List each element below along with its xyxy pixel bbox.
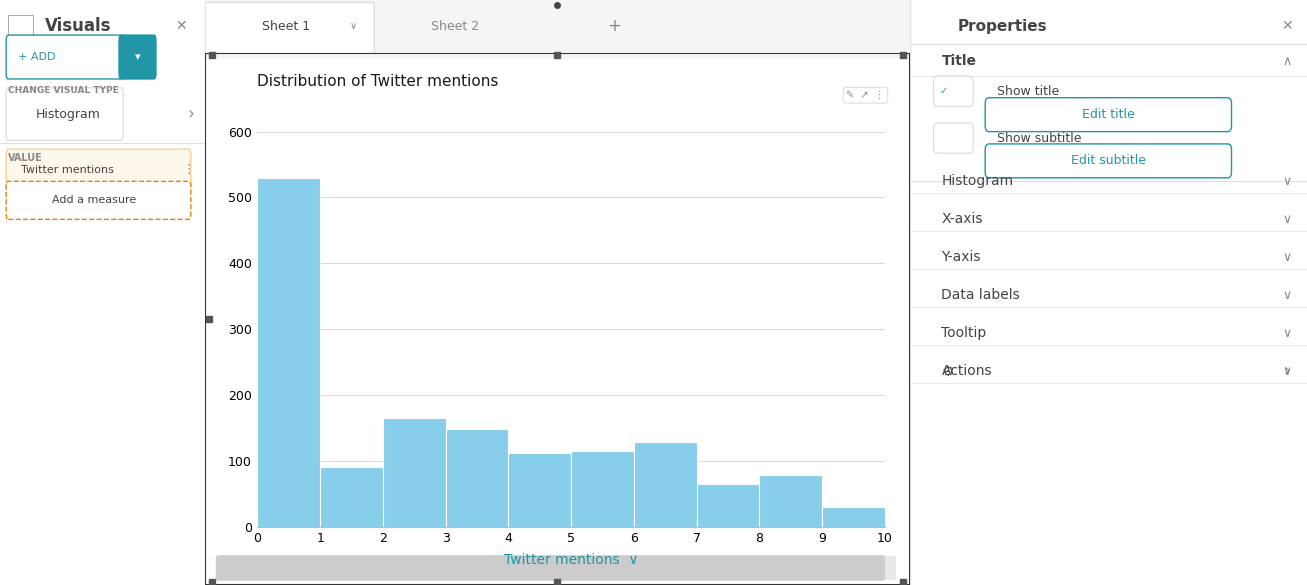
Text: +: + (606, 18, 621, 35)
Bar (8, 15, 33, 44)
Bar (320, 467, 383, 526)
Bar (697, 484, 759, 526)
X-axis label: Twitter mentions  ∨: Twitter mentions ∨ (505, 553, 638, 567)
Text: ∧: ∧ (1282, 55, 1291, 68)
FancyBboxPatch shape (985, 144, 1231, 178)
Text: Twitter mentions: Twitter mentions (21, 164, 114, 175)
Text: ∨: ∨ (1282, 175, 1291, 188)
FancyBboxPatch shape (985, 98, 1231, 132)
Text: ∨: ∨ (1282, 251, 1291, 264)
Text: Sheet 2: Sheet 2 (430, 20, 478, 33)
Text: CHANGE VISUAL TYPE: CHANGE VISUAL TYPE (8, 86, 119, 95)
Text: Histogram: Histogram (941, 174, 1014, 188)
Text: Show subtitle: Show subtitle (997, 132, 1082, 144)
Text: Edit subtitle: Edit subtitle (1070, 154, 1146, 167)
Text: ▾: ▾ (135, 51, 140, 62)
Text: ›: › (1283, 363, 1290, 380)
Text: ✎  ↗  ⋮: ✎ ↗ ⋮ (846, 90, 885, 100)
Bar (220, 556, 895, 580)
Text: VALUE: VALUE (8, 153, 43, 163)
Bar (383, 418, 446, 526)
Text: Sheet 1: Sheet 1 (261, 20, 310, 33)
Text: ✕: ✕ (175, 19, 187, 33)
Text: ∨: ∨ (349, 21, 357, 32)
Text: Show title: Show title (997, 85, 1060, 98)
Text: ✕: ✕ (1281, 19, 1293, 33)
Text: Visuals: Visuals (46, 18, 111, 35)
FancyBboxPatch shape (216, 555, 885, 581)
Text: Histogram: Histogram (35, 108, 101, 121)
Text: Distribution of Twitter mentions: Distribution of Twitter mentions (257, 74, 499, 89)
Text: Y-axis: Y-axis (941, 250, 982, 264)
Text: + ADD: + ADD (18, 51, 56, 62)
Text: ∨: ∨ (1282, 365, 1291, 378)
Text: ⋮: ⋮ (183, 163, 195, 176)
FancyBboxPatch shape (933, 76, 974, 106)
Bar (822, 507, 885, 526)
Text: ∨: ∨ (1282, 327, 1291, 340)
Text: Title: Title (941, 54, 976, 68)
Bar (446, 429, 508, 526)
FancyBboxPatch shape (205, 2, 374, 53)
Text: Tooltip: Tooltip (941, 326, 987, 340)
Bar (571, 451, 634, 526)
FancyBboxPatch shape (7, 181, 191, 219)
FancyBboxPatch shape (119, 35, 156, 79)
Text: ✓: ✓ (940, 86, 948, 97)
Text: X-axis: X-axis (941, 212, 983, 226)
FancyBboxPatch shape (7, 35, 123, 79)
Bar (634, 442, 697, 526)
FancyBboxPatch shape (7, 88, 123, 140)
Text: Edit title: Edit title (1082, 108, 1134, 121)
Text: Actions: Actions (941, 364, 992, 378)
FancyBboxPatch shape (933, 123, 974, 153)
FancyBboxPatch shape (7, 149, 191, 190)
Text: Add a measure: Add a measure (52, 195, 136, 205)
Text: ∨: ∨ (1282, 213, 1291, 226)
Text: ⚙: ⚙ (941, 364, 954, 378)
Text: Properties: Properties (957, 19, 1047, 34)
Bar (759, 475, 822, 526)
Bar (257, 178, 320, 526)
Text: ∨: ∨ (1282, 289, 1291, 302)
Text: Data labels: Data labels (941, 288, 1021, 302)
Text: ›: › (187, 105, 195, 123)
Bar (508, 453, 571, 526)
